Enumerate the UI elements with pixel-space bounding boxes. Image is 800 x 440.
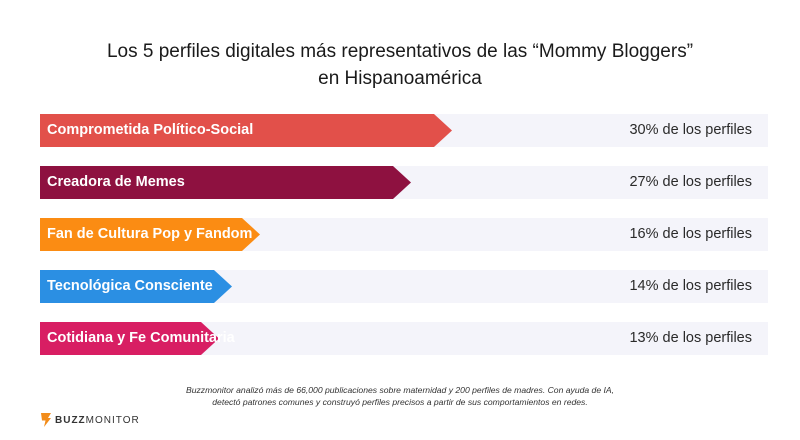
footnote-line-1: Buzzmonitor analizó más de 66,000 public…	[185, 385, 615, 395]
chart-title-line-2: en Hispanoamérica	[318, 68, 482, 89]
bar-chart: Comprometida Político-Social 30% de los p…	[40, 114, 768, 364]
bar-value-label: 27% de los perfiles	[629, 174, 752, 190]
bar-row-3: Fan de Cultura Pop y Fandom 16% de los pe…	[40, 218, 768, 251]
logo-text: BUZZMONITOR	[55, 415, 140, 426]
bar-row-4: Tecnológica Consciente 14% de los perfile…	[40, 270, 768, 303]
chart-title: Los 5 perfiles digitales más representat…	[0, 38, 800, 92]
bar	[40, 166, 411, 199]
bar-category-label: Comprometida Político-Social	[47, 122, 254, 138]
logo-text-bold: BUZZ	[55, 414, 86, 426]
bar	[40, 218, 260, 251]
buzzmonitor-logo: BUZZMONITOR	[40, 412, 140, 428]
buzzmonitor-logo-icon	[41, 413, 51, 427]
bar-row-2: Creadora de Memes 27% de los perfiles	[40, 166, 768, 199]
bar	[40, 322, 219, 355]
bar-row-5: Cotidiana y Fe Comunitaria 13% de los per…	[40, 322, 768, 355]
bar	[40, 270, 232, 303]
chart-title-line-1: Los 5 perfiles digitales más representat…	[106, 41, 694, 62]
bar-value-label: 30% de los perfiles	[629, 122, 752, 138]
footnote: Buzzmonitor analizó más de 66,000 public…	[0, 384, 800, 408]
bar-category-label: Fan de Cultura Pop y Fandom	[47, 226, 253, 242]
bar-row-1: Comprometida Político-Social 30% de los p…	[40, 114, 768, 147]
bar	[40, 114, 452, 147]
bar-category-label: Creadora de Memes	[47, 174, 185, 190]
footnote-line-2: detectó patrones comunes y construyó per…	[212, 397, 588, 407]
logo-text-regular: MONITOR	[85, 414, 140, 426]
bar-value-label: 13% de los perfiles	[629, 330, 752, 346]
bar-value-label: 14% de los perfiles	[629, 278, 752, 294]
bar-value-label: 16% de los perfiles	[629, 226, 752, 242]
bar-category-label: Cotidiana y Fe Comunitaria	[47, 330, 235, 346]
bar-category-label: Tecnológica Consciente	[47, 278, 213, 294]
